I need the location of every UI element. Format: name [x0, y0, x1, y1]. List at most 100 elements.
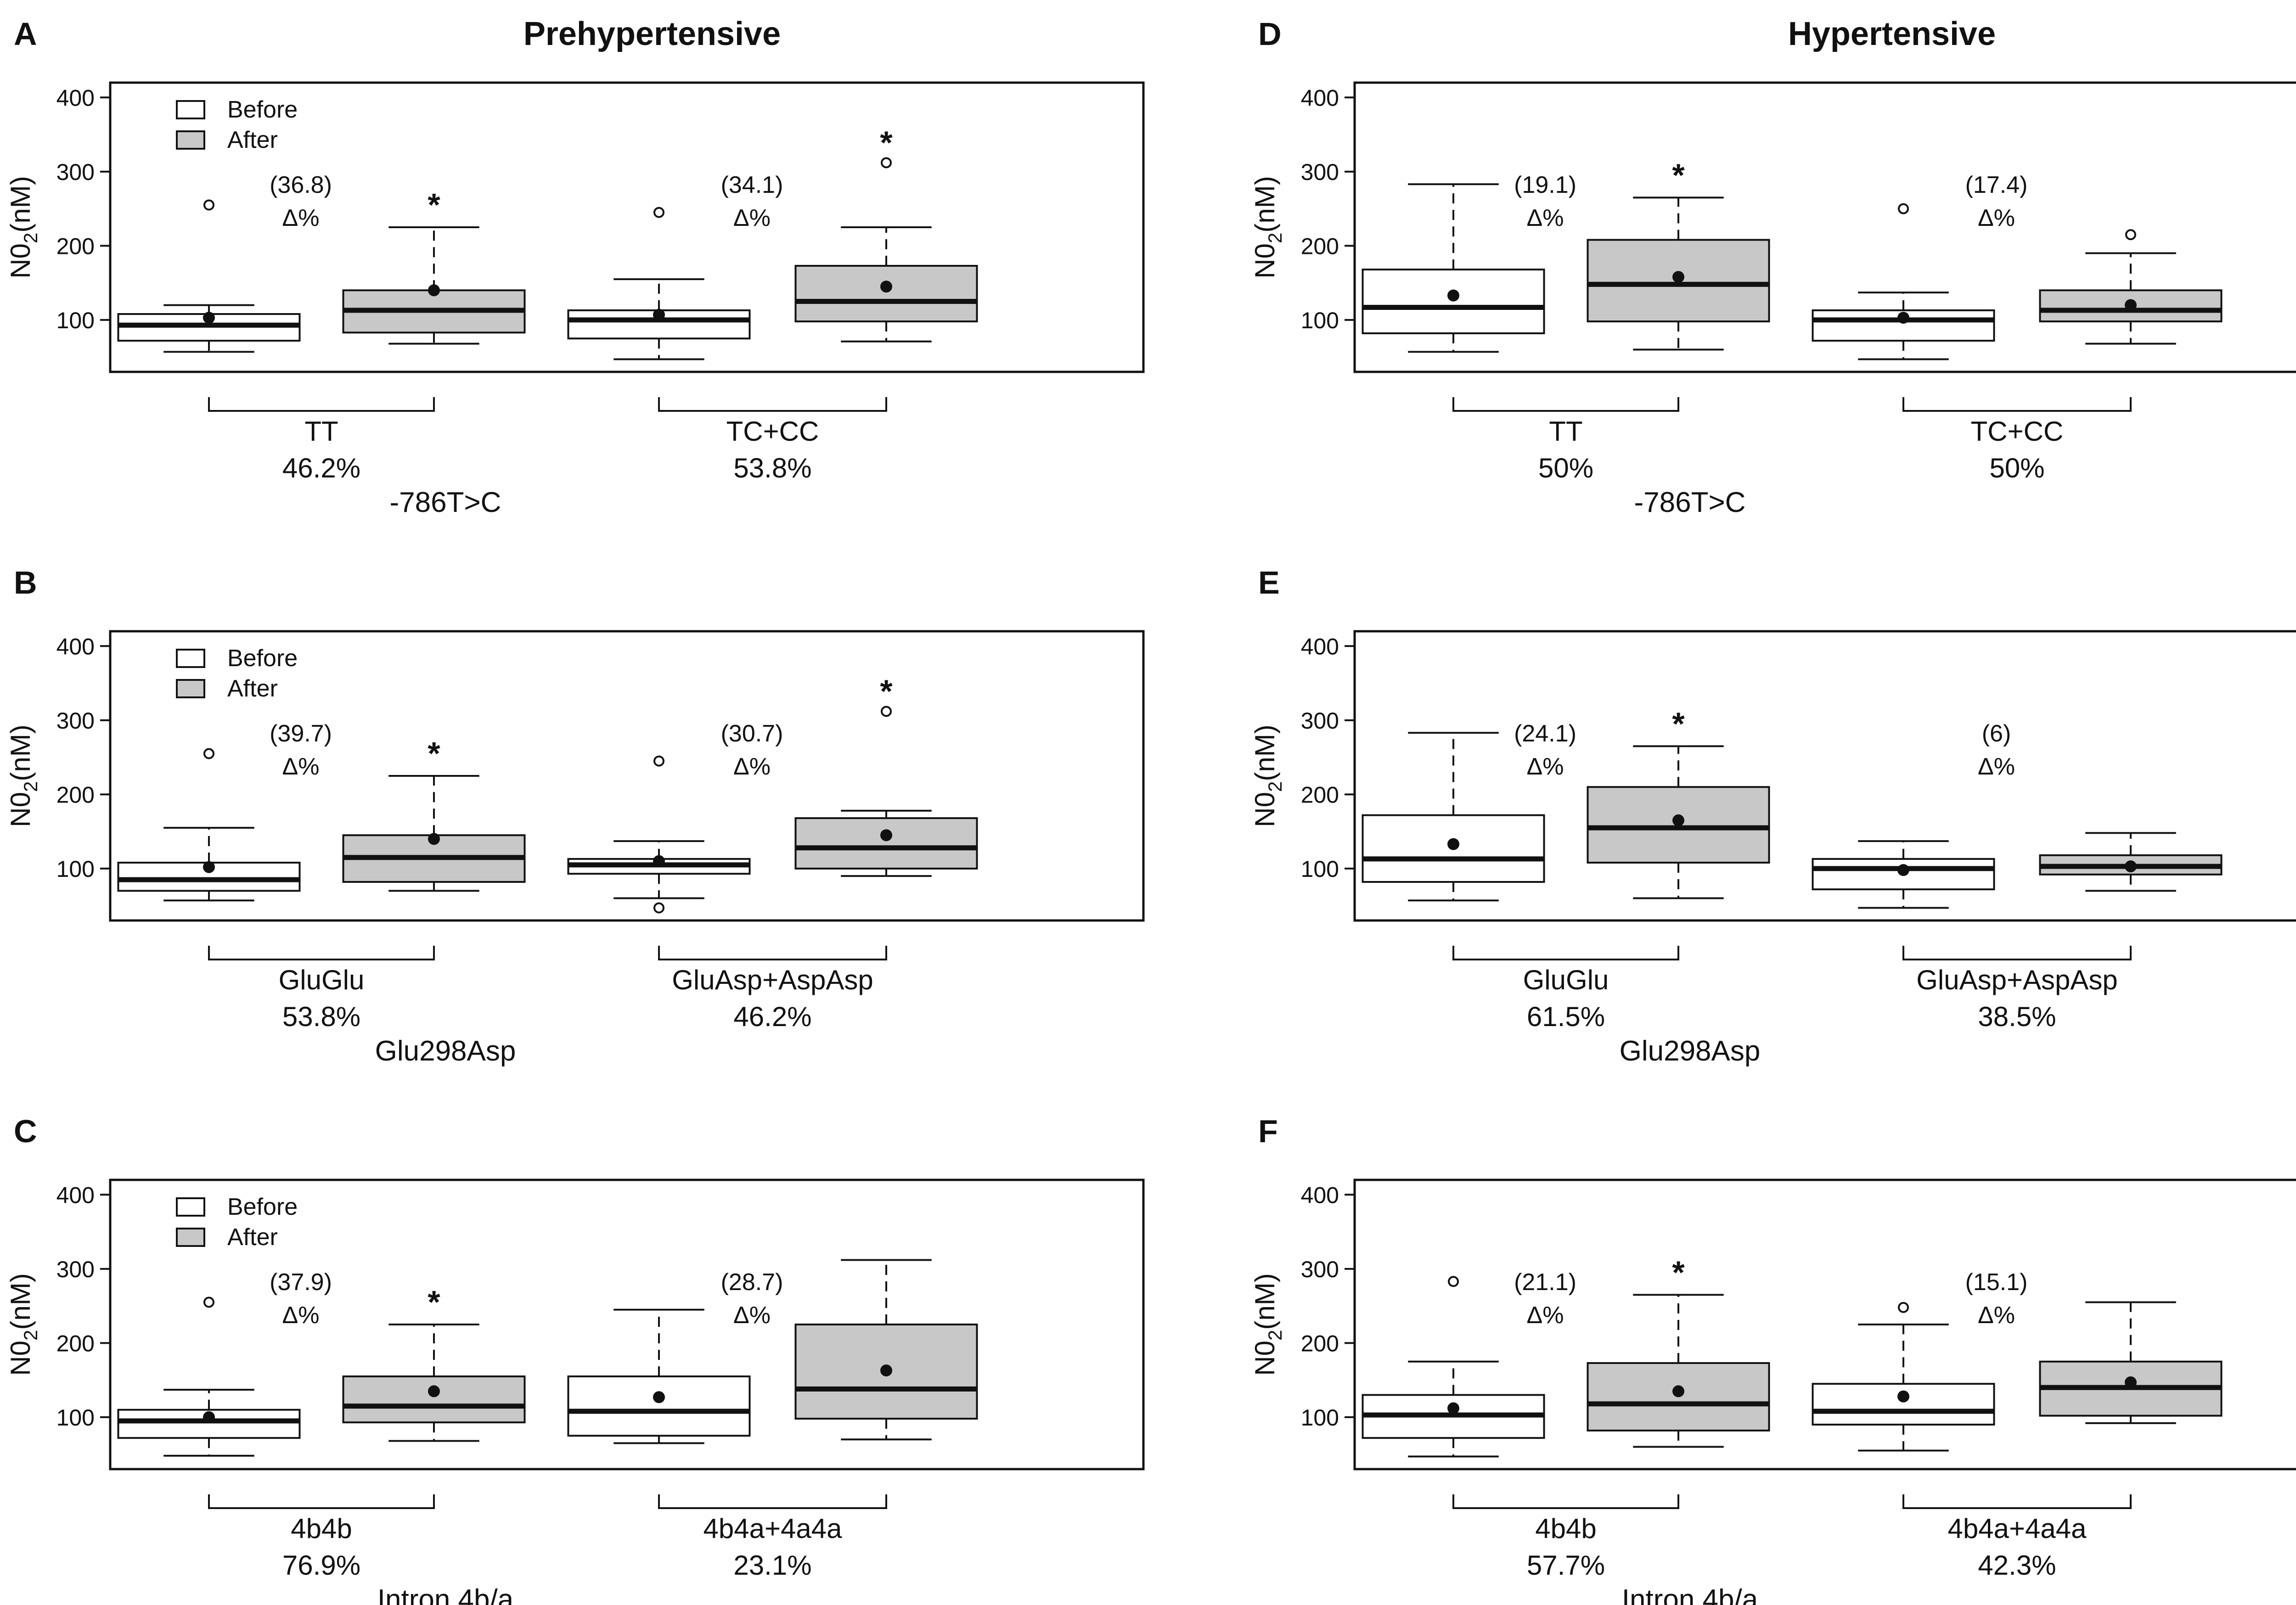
group-bracket [658, 397, 887, 412]
box-outlier-point [203, 748, 214, 759]
box-outlier-point [1448, 1276, 1459, 1287]
plot-frame [109, 630, 1145, 922]
y-tick-label: 300 [1301, 708, 1339, 734]
group-label: GluGlu [279, 965, 365, 995]
box-mean-point [1897, 1390, 1909, 1403]
group-label: TC+CC [726, 416, 819, 447]
y-tick-label: 400 [1301, 1182, 1339, 1208]
box-after [342, 226, 526, 345]
significance-star: * [880, 124, 893, 160]
y-tick-label: 300 [56, 708, 95, 734]
group-bracket [1902, 946, 2132, 960]
y-label-main: N0 [5, 1341, 36, 1376]
legend-label-before: Before [227, 96, 298, 123]
y-axis-label: N02(nM) [5, 724, 41, 827]
y-axis-label: N02(nM) [1249, 1273, 1286, 1375]
legend-label-after: After [227, 1224, 278, 1251]
box-mean-point [1672, 1385, 1684, 1397]
y-tick-label: 300 [1301, 159, 1339, 185]
group-bracket [1452, 1494, 1679, 1509]
group-bracket [208, 397, 435, 412]
delta-value-annotation: (28.7) [721, 1269, 783, 1296]
box-iqr [1812, 858, 1995, 891]
box-after [794, 157, 978, 342]
plot-frame [1353, 630, 2296, 922]
delta-value-annotation: (24.1) [1514, 720, 1576, 747]
group-percent: 46.2% [733, 1001, 811, 1032]
group-label: TC+CC [1971, 416, 2064, 447]
box-after [2039, 1301, 2223, 1424]
panel-C: C 100 200 300 400 N02(nM) Before After * (37.9) Δ%… [5, 1113, 1145, 1605]
group-label: 4b4a+4a4a [1948, 1513, 2087, 1544]
box-before [1362, 183, 1545, 353]
y-axis-label: N02(nM) [5, 1273, 41, 1375]
box-outlier-point [203, 1296, 214, 1308]
y-tick-label: 100 [56, 308, 95, 333]
panel-letter: D [1258, 16, 1282, 52]
group-bracket [1452, 397, 1679, 412]
y-axis-label: N02(nM) [5, 176, 41, 278]
y-tick-label: 200 [1301, 1330, 1339, 1356]
y-label-sub: 2 [20, 1330, 41, 1341]
group-percent: 46.2% [282, 453, 360, 483]
box-after [794, 1259, 978, 1441]
y-tick-label: 300 [56, 1257, 95, 1282]
delta-value-annotation: (39.7) [270, 720, 332, 747]
significance-star: * [428, 735, 440, 771]
box-mean-point [203, 1411, 215, 1423]
box-mean-point [203, 861, 215, 873]
group-bracket [1902, 397, 2132, 412]
group-bracket [208, 946, 435, 960]
box-mean-point [2125, 860, 2137, 873]
box-mean-point [1897, 864, 1909, 876]
box-after [1587, 196, 1770, 351]
box-outlier-point [2125, 229, 2136, 241]
y-tick-label: 200 [1301, 233, 1339, 259]
delta-label: Δ% [1527, 753, 1564, 780]
gene-label: Glu298Asp [1620, 1035, 1761, 1067]
delta-value-annotation: (30.7) [721, 720, 783, 747]
box-iqr [794, 265, 978, 323]
y-label-sub: 2 [1264, 1330, 1286, 1341]
box-before [117, 748, 301, 902]
box-iqr [1362, 269, 1545, 334]
plot-frame [1353, 81, 2296, 373]
legend-swatch-after [176, 130, 205, 150]
delta-value-annotation: (21.1) [1514, 1269, 1576, 1296]
group-percent: 53.8% [282, 1001, 360, 1032]
panel-A: A 100 200 300 400 N02(nM) Before After * (36.8) Δ%… [5, 16, 1145, 518]
box-mean-point [428, 833, 440, 845]
y-label-main: N0 [1249, 1341, 1280, 1376]
delta-label: Δ% [733, 205, 771, 231]
panel-E: E 100 200 300 400 N02(nM) * (24.1) Δ% GluGlu 61.5%… [1249, 565, 2296, 1067]
box-after [2039, 832, 2223, 892]
box-after [2039, 229, 2223, 345]
box-before [567, 1308, 751, 1444]
group-bracket [658, 1494, 887, 1509]
box-mean-point [2125, 299, 2137, 311]
box-mean-point [880, 1364, 892, 1377]
box-after [342, 1324, 526, 1442]
y-tick-label: 400 [56, 634, 95, 659]
legend-label-before: Before [227, 645, 298, 672]
y-label-unit: (nM) [5, 176, 36, 232]
delta-label: Δ% [1978, 1302, 2015, 1329]
significance-star: * [428, 187, 440, 223]
y-tick-label: 200 [1301, 782, 1339, 808]
y-label-sub: 2 [1264, 233, 1286, 243]
column-title-1: Hypertensive [1788, 16, 1996, 52]
plot-frame [109, 81, 1145, 373]
box-before [1812, 1302, 1995, 1452]
panel-B: B 100 200 300 400 N02(nM) Before After * (39.7) Δ%… [5, 565, 1145, 1067]
box-outlier-point [653, 755, 664, 767]
group-percent: 50% [1538, 453, 1593, 483]
delta-value-annotation: (34.1) [721, 172, 783, 198]
panel-letter: E [1258, 565, 1280, 600]
box-mean-point [1447, 289, 1459, 302]
box-mean-point [1897, 312, 1909, 324]
gene-label: -786T>C [1634, 487, 1746, 518]
legend-swatch-after [176, 679, 205, 698]
box-before [567, 207, 751, 360]
group-bracket [1452, 946, 1679, 960]
group-bracket [208, 1494, 435, 1509]
